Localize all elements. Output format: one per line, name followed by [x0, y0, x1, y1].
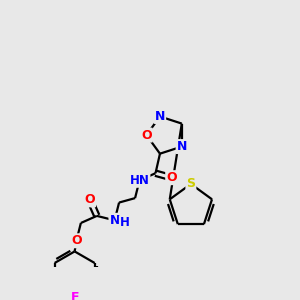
Text: O: O — [141, 129, 152, 142]
Text: S: S — [186, 178, 195, 190]
Text: O: O — [84, 194, 95, 206]
Text: H: H — [119, 217, 129, 230]
Text: HN: HN — [130, 174, 149, 187]
Text: N: N — [155, 110, 165, 123]
Text: O: O — [71, 234, 82, 247]
Text: N: N — [110, 214, 120, 227]
Text: F: F — [70, 291, 79, 300]
Text: O: O — [166, 171, 177, 184]
Text: N: N — [177, 140, 187, 153]
